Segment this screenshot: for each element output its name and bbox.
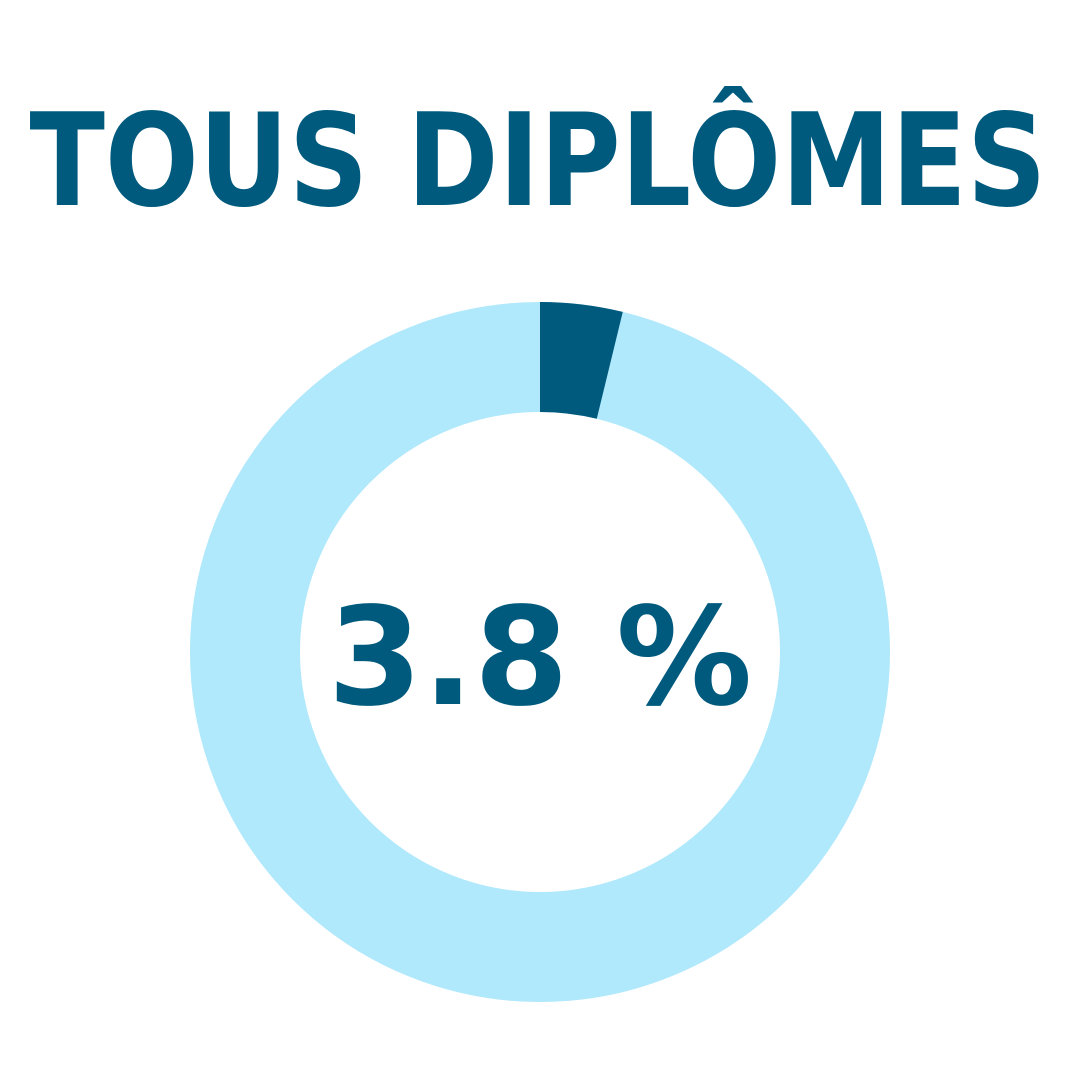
center-label: 3.8 % xyxy=(328,579,753,737)
donut-segment xyxy=(540,302,623,419)
chart-title: TOUS DIPLÔMES xyxy=(30,86,1047,236)
